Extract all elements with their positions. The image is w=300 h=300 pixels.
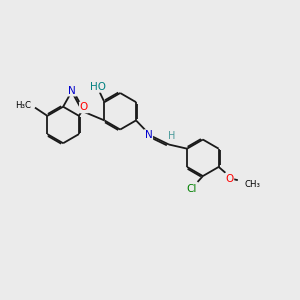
Text: N: N — [145, 130, 152, 140]
Text: O: O — [80, 102, 88, 112]
Text: CH₃: CH₃ — [244, 179, 261, 188]
Text: N: N — [68, 85, 76, 96]
Text: Cl: Cl — [186, 184, 196, 194]
Text: O: O — [225, 174, 233, 184]
Text: H: H — [168, 131, 175, 141]
Text: HO: HO — [90, 82, 106, 92]
Text: H₃C: H₃C — [15, 101, 32, 110]
